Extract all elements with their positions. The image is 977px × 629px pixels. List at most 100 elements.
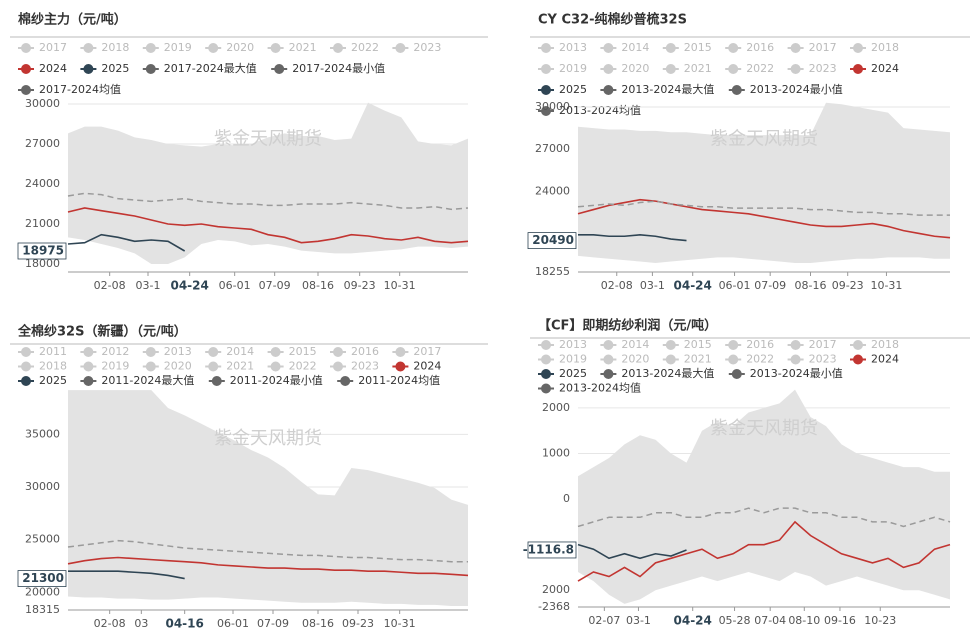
legend-swatch <box>665 64 676 74</box>
legend-swatch <box>603 340 614 350</box>
avg-line <box>577 507 951 528</box>
x-tick-label: 09-23 <box>832 279 864 292</box>
legend-label: 2014 <box>621 338 649 351</box>
legend-swatch <box>790 64 801 74</box>
legend-label: 2017-2024最大值 <box>164 61 257 75</box>
legend-swatch <box>728 43 739 53</box>
watermark: 紫金天风期货 <box>710 129 818 150</box>
legend-label: 2023 <box>809 353 837 366</box>
series-line <box>577 543 687 560</box>
legend-label: 2022 <box>289 360 317 373</box>
legend-label: 2017 <box>39 41 67 54</box>
legend-label: 2021 <box>684 62 712 75</box>
legend-swatch <box>603 43 614 53</box>
legend-label: 2015 <box>684 41 712 54</box>
series-line <box>67 207 469 244</box>
legend-label: 2024 <box>413 360 441 373</box>
legend-swatch <box>853 340 863 350</box>
x-tick-label: 06-01 <box>719 279 751 292</box>
x-tick-label: 02-08 <box>94 617 126 629</box>
legend-label: 2020 <box>226 41 254 54</box>
x-tick-label: 04-24 <box>170 279 208 293</box>
legend-label: 2024 <box>871 353 899 366</box>
legend-label: 2013-2024最大值 <box>621 82 714 96</box>
x-tick-label: 09-16 <box>824 614 856 627</box>
x-tick-label: 10-31 <box>870 279 902 292</box>
legend-swatch <box>731 85 742 95</box>
x-tick-label: 08-10 <box>788 614 820 627</box>
legend-label: 2024 <box>871 62 899 75</box>
chart-panel: 全棉纱32S（新疆）（元/吨） 2011 2012 2013 2014 2015 2016 2… <box>10 324 488 629</box>
legend-swatch <box>145 64 156 74</box>
y-tick-label: 30000 <box>25 97 60 110</box>
watermark: 紫金天风期货 <box>214 129 322 150</box>
band-max-area <box>578 102 950 272</box>
legend-label: 2013 <box>164 345 192 358</box>
x-tick-label: 02-07 <box>588 614 620 627</box>
legend-swatch <box>603 85 614 95</box>
legend-swatch <box>541 354 551 365</box>
legend-swatch <box>270 43 281 53</box>
legend-label: 2025 <box>559 367 587 380</box>
legend-swatch <box>21 85 31 95</box>
y-tick-label: 25000 <box>25 533 60 546</box>
y-tick-label: 2000 <box>542 401 570 414</box>
legend-label: 2020 <box>164 360 192 373</box>
latest-label-box <box>527 541 577 559</box>
legend-swatch <box>21 361 31 372</box>
x-tick-label: 03-1 <box>136 279 161 292</box>
legend-label: 2024 <box>39 62 67 75</box>
legend-label: 2016 <box>351 345 379 358</box>
legend-label: 2013-2024最小值 <box>750 367 843 380</box>
legend-label: 2013-2024最小值 <box>750 83 843 96</box>
legend-swatch <box>731 369 742 379</box>
x-tick-label: 02-08 <box>601 279 633 292</box>
series-line <box>67 556 469 577</box>
legend-label: 2019 <box>559 353 587 366</box>
legend-label: 2013-2024均值 <box>559 104 641 117</box>
x-tick-label: 06-01 <box>219 279 251 292</box>
legend-swatch <box>21 64 31 74</box>
y-tick-label: -2368 <box>538 600 570 613</box>
legend-swatch <box>208 347 219 357</box>
legend-swatch <box>541 106 551 116</box>
x-tick-label: 10-31 <box>384 279 416 292</box>
legend-label: 2013-2024均值 <box>559 382 641 395</box>
legend-swatch <box>665 340 676 350</box>
legend-swatch <box>333 361 343 372</box>
legend-swatch <box>603 354 614 365</box>
legend-swatch <box>728 340 739 350</box>
series-line <box>578 234 687 242</box>
legend-label: 2013-2024最大值 <box>621 366 714 380</box>
legend-swatch <box>83 376 94 386</box>
legend-swatch <box>541 369 551 379</box>
chart-title: 棉纱主力（元/吨） <box>18 12 127 28</box>
legend-swatch <box>541 64 551 74</box>
legend-label: 2011-2024最小值 <box>230 374 323 387</box>
y-tick-label: 30000 <box>25 480 60 493</box>
legend-swatch <box>395 43 406 53</box>
legend-swatch <box>728 64 739 74</box>
x-tick-label: 07-09 <box>754 279 786 292</box>
legend-label: 2018 <box>101 41 129 54</box>
legend-swatch <box>21 347 31 357</box>
band-min-area <box>578 255 950 272</box>
legend-swatch <box>603 64 614 74</box>
legend-label: 2025 <box>559 83 587 96</box>
legend-label: 2012 <box>101 345 129 358</box>
x-tick-label: 04-24 <box>674 279 712 293</box>
y-tick-label: 18000 <box>25 257 60 270</box>
legend-label: 2021 <box>289 41 317 54</box>
legend-swatch <box>333 43 343 53</box>
chart-title: 全棉纱32S（新疆）（元/吨） <box>17 324 187 340</box>
x-tick-label: 02-08 <box>94 279 126 292</box>
series-line <box>67 233 186 252</box>
avg-line <box>577 200 950 216</box>
legend-swatch <box>541 340 551 350</box>
x-tick-label: 08-16 <box>302 617 334 629</box>
y-tick-label: 35000 <box>25 427 60 440</box>
legend-label: 2021 <box>226 360 254 373</box>
chart-panel: 棉纱主力（元/吨） 2017 2018 2019 2020 2021 2022 2023 202… <box>10 12 488 293</box>
legend-label: 2022 <box>746 353 774 366</box>
